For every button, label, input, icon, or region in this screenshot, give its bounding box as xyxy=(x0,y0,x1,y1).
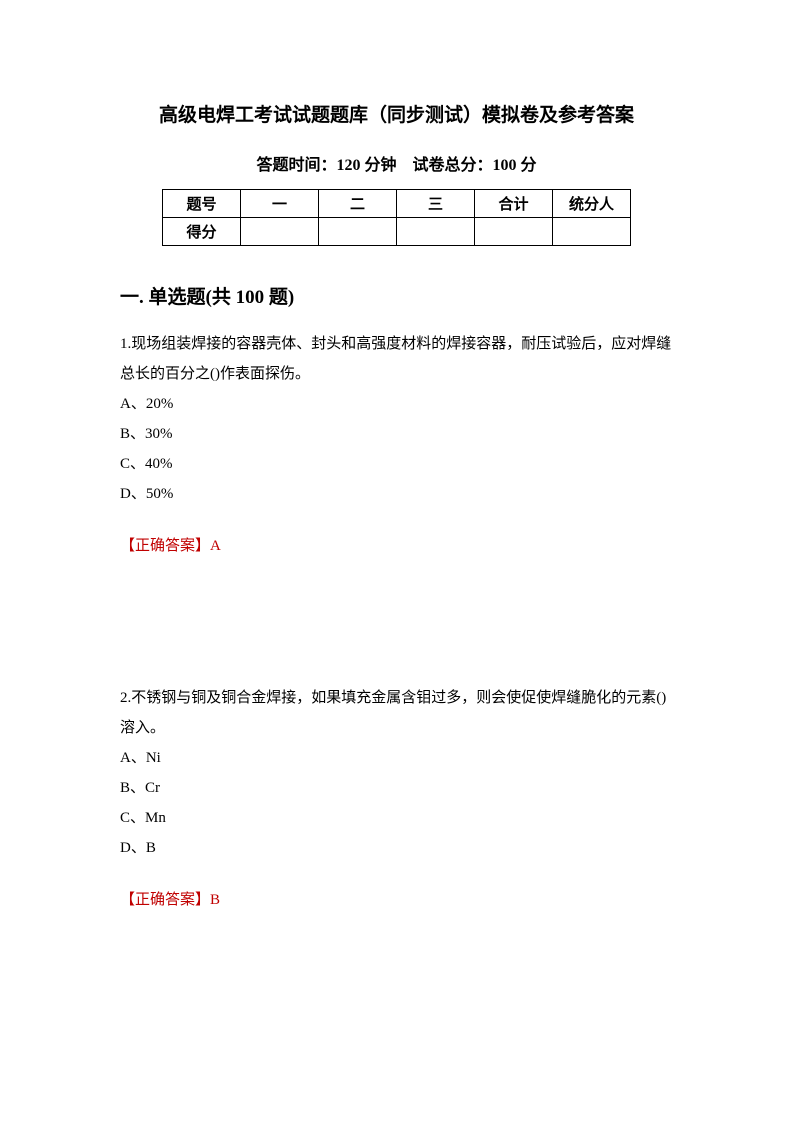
score-table: 题号 一 二 三 合计 统分人 得分 xyxy=(162,189,631,246)
option-b: B、Cr xyxy=(120,773,673,803)
question-body: 不锈钢与铜及铜合金焊接，如果填充金属含钼过多，则会使促使焊缝脆化的元素()溶入。 xyxy=(120,690,666,736)
score-cell-scorer xyxy=(553,218,631,246)
header-cell-label: 题号 xyxy=(163,190,241,218)
option-a: A、Ni xyxy=(120,743,673,773)
question-gap xyxy=(120,583,673,683)
answer-value: A xyxy=(210,538,221,554)
score-label-cell: 得分 xyxy=(163,218,241,246)
answer-1: 【正确答案】A xyxy=(120,531,673,561)
table-header-row: 题号 一 二 三 合计 统分人 xyxy=(163,190,631,218)
header-cell-1: 一 xyxy=(241,190,319,218)
score-cell-3 xyxy=(397,218,475,246)
table-score-row: 得分 xyxy=(163,218,631,246)
option-a: A、20% xyxy=(120,389,673,419)
option-d: D、B xyxy=(120,833,673,863)
question-text: 1.现场组装焊接的容器壳体、封头和高强度材料的焊接容器，耐压试验后，应对焊缝总长… xyxy=(120,329,673,389)
question-1: 1.现场组装焊接的容器壳体、封头和高强度材料的焊接容器，耐压试验后，应对焊缝总长… xyxy=(120,329,673,561)
score-cell-1 xyxy=(241,218,319,246)
answer-2: 【正确答案】B xyxy=(120,885,673,915)
header-cell-scorer: 统分人 xyxy=(553,190,631,218)
exam-subtitle: 答题时间：120 分钟 试卷总分：100 分 xyxy=(120,151,673,175)
score-cell-total xyxy=(475,218,553,246)
option-c: C、Mn xyxy=(120,803,673,833)
answer-label: 【正确答案】 xyxy=(120,538,210,554)
exam-title: 高级电焊工考试试题题库（同步测试）模拟卷及参考答案 xyxy=(120,100,673,127)
header-cell-3: 三 xyxy=(397,190,475,218)
question-text: 2.不锈钢与铜及铜合金焊接，如果填充金属含钼过多，则会使促使焊缝脆化的元素()溶… xyxy=(120,683,673,743)
section-title: 一. 单选题(共 100 题) xyxy=(120,282,673,309)
option-d: D、50% xyxy=(120,479,673,509)
question-2: 2.不锈钢与铜及铜合金焊接，如果填充金属含钼过多，则会使促使焊缝脆化的元素()溶… xyxy=(120,683,673,915)
answer-label: 【正确答案】 xyxy=(120,892,210,908)
question-body: 现场组装焊接的容器壳体、封头和高强度材料的焊接容器，耐压试验后，应对焊缝总长的百… xyxy=(120,336,671,382)
answer-value: B xyxy=(210,892,220,908)
score-cell-2 xyxy=(319,218,397,246)
header-cell-total: 合计 xyxy=(475,190,553,218)
option-c: C、40% xyxy=(120,449,673,479)
question-number: 2. xyxy=(120,690,131,706)
question-number: 1. xyxy=(120,336,131,352)
header-cell-2: 二 xyxy=(319,190,397,218)
option-b: B、30% xyxy=(120,419,673,449)
